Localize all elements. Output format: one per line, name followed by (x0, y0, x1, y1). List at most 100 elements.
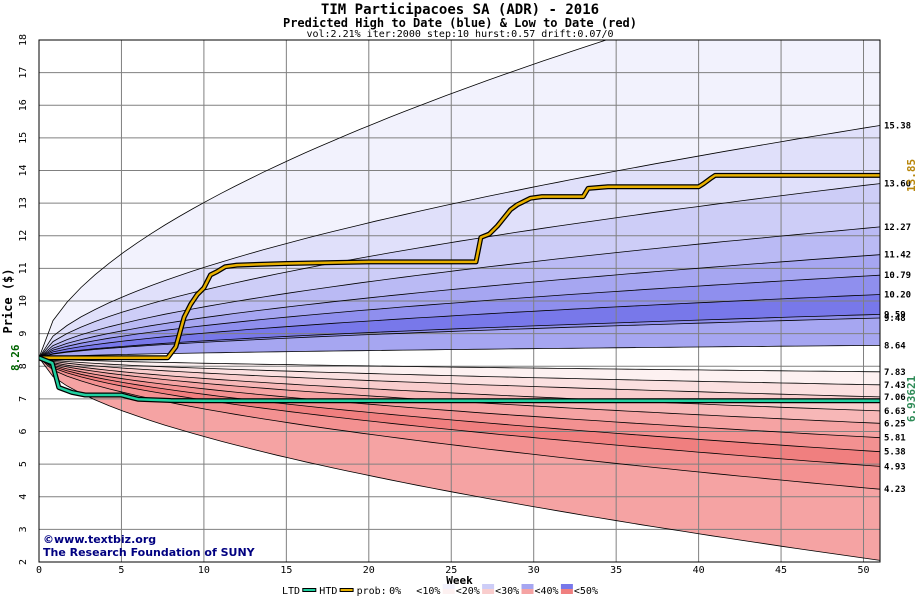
quantile-line (39, 357, 880, 412)
x-tick-label: 15 (280, 565, 292, 576)
y-tick-label: 7 (18, 396, 29, 402)
legend: LTD HTD prob: 0% <10% <20% <30% <40% <50% (282, 584, 598, 597)
quantile-line (39, 226, 880, 359)
chart-parameters: vol:2.21% iter:2000 step:10 hurst:0.57 d… (306, 29, 614, 40)
quantile-line (39, 357, 880, 453)
legend-prob-label: prob: (357, 586, 387, 597)
low-probability-band (39, 357, 880, 397)
legend-prob-10: <10% (416, 586, 440, 597)
footer-organization: The Research Foundation of SUNY (43, 546, 255, 559)
quantile-line (39, 357, 880, 373)
high-probability-band (39, 275, 880, 358)
legend-prob-0: 0% (389, 586, 401, 597)
high-probability-band (39, 125, 880, 358)
y-tick-label: 17 (18, 67, 29, 79)
high-probability-band (39, 318, 880, 358)
low-probability-band (39, 357, 880, 452)
y-tick-label: 12 (18, 230, 29, 242)
legend-ltd-label: LTD (282, 586, 300, 597)
legend-swatch-0-top (403, 584, 416, 589)
legend-htd-label: HTD (319, 586, 337, 597)
quantile-end-label: 10.79 (884, 271, 911, 281)
y-tick-label: 13 (18, 197, 29, 209)
quantile-line (39, 357, 880, 398)
y-tick-label: 15 (18, 132, 29, 144)
high-probability-band (39, 183, 880, 358)
quantile-end-label: 5.38 (884, 448, 906, 458)
quantile-line (39, 183, 880, 359)
y-tick-label: 6 (18, 428, 29, 434)
quantile-end-label: 6.63 (884, 407, 906, 417)
footer-copyright: ©www.textbiz.org (43, 533, 157, 546)
quantile-end-label: 12.27 (884, 223, 911, 233)
x-tick-label: 5 (118, 565, 124, 576)
legend-swatch-20-top (482, 584, 495, 589)
chart-subtitle: Predicted High to Date (blue) & Low to D… (282, 16, 637, 30)
y-tick-label: 5 (18, 461, 29, 467)
htd-final-label: 13.85 (905, 159, 918, 192)
start-price-label: 8.26 (9, 344, 22, 371)
legend-ltd-swatch (303, 589, 316, 591)
quantile-line (39, 125, 880, 359)
legend-htd-swatch (340, 589, 353, 591)
outer-high-line (39, 40, 608, 358)
y-tick-label: 18 (18, 34, 29, 46)
quantile-line (39, 254, 880, 359)
y-tick-label: 14 (18, 164, 29, 176)
legend-swatch-20-bottom (482, 589, 495, 594)
ltd-line (39, 356, 880, 403)
quantile-end-label: 6.25 (884, 419, 906, 429)
low-probability-band (39, 357, 880, 438)
quantile-end-label: 4.23 (884, 485, 906, 495)
y-tick-label: 11 (18, 262, 29, 274)
y-tick-label: 4 (18, 494, 29, 500)
y-axis-label: Price ($) (1, 268, 15, 333)
x-tick-label: 10 (198, 565, 210, 576)
legend-swatch-30-bottom (521, 589, 534, 594)
x-tick-label: 30 (528, 565, 540, 576)
y-tick-label: 10 (18, 295, 29, 307)
legend-swatch-40-top (560, 584, 573, 589)
x-tick-label: 40 (693, 565, 705, 576)
quantile-end-label: 9.59 (884, 310, 906, 320)
low-probability-band (39, 357, 880, 424)
y-tick-label: 8 (18, 363, 29, 369)
quantile-end-label: 8.64 (884, 341, 906, 351)
x-tick-label: 50 (857, 565, 869, 576)
legend-swatch-40-bottom (560, 589, 573, 594)
x-tick-label: 35 (610, 565, 622, 576)
quantile-line (39, 345, 880, 359)
quantile-end-label: 4.93 (884, 462, 906, 472)
y-tick-label: 16 (18, 99, 29, 111)
quantile-line (39, 357, 880, 439)
quantile-end-label: 7.06 (884, 393, 906, 403)
quantile-end-label: 10.20 (884, 290, 911, 300)
legend-prob-20: <20% (456, 586, 480, 597)
low-probability-band (39, 357, 880, 385)
low-probability-band (39, 357, 880, 467)
legend-prob-50: <50% (574, 586, 598, 597)
low-probability-band (39, 357, 880, 490)
outer-low-line (39, 357, 880, 561)
low-probability-band (39, 357, 880, 561)
legend-swatch-10-bottom (442, 589, 455, 594)
chart-title: TIM Participacoes SA (ADR) - 2016 (320, 2, 600, 18)
plot-border (38, 39, 881, 563)
x-tick-label: 45 (775, 565, 787, 576)
y-tick-label: 9 (18, 331, 29, 337)
y-tick-label: 2 (18, 559, 29, 565)
high-probability-band (39, 226, 880, 358)
quantile-end-label: 7.43 (884, 381, 906, 391)
legend-swatch-10-top (442, 584, 455, 589)
quantile-line (39, 357, 880, 490)
quantile-end-label: 13.60 (884, 180, 911, 190)
high-probability-band (39, 294, 880, 358)
x-tick-label: 0 (36, 565, 42, 576)
quantile-line (39, 357, 880, 386)
quantile-end-label: 11.42 (884, 251, 911, 261)
x-tick-label: 20 (363, 565, 375, 576)
high-probability-band (39, 254, 880, 358)
y-tick-label: 3 (18, 526, 29, 532)
legend-swatch-0-bottom (403, 589, 416, 594)
